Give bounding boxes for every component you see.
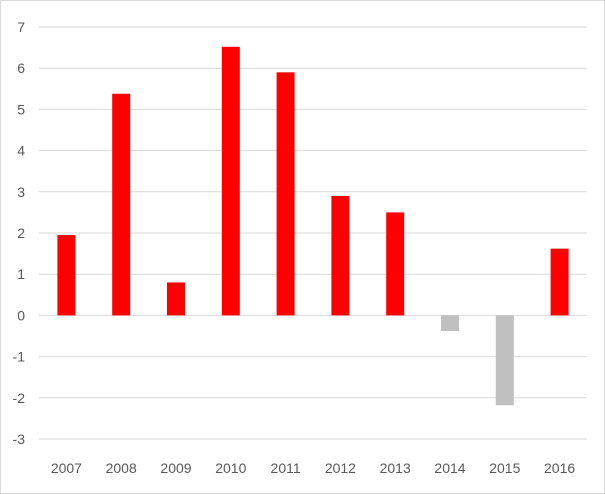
bar-2008 xyxy=(112,93,131,316)
y-tick-label: 5 xyxy=(17,101,25,117)
bar-2015 xyxy=(495,315,514,406)
x-tick-label: 2012 xyxy=(325,460,356,476)
x-axis-tick-labels: 2007 2008 2009 2010 2011 2012 2013 2014 2015 2016 xyxy=(51,460,576,476)
y-axis-tick-labels: -3 -2 -1 0 1 2 3 4 5 6 7 xyxy=(13,19,26,447)
x-tick-label: 2016 xyxy=(544,460,575,476)
x-tick-label: 2009 xyxy=(160,460,191,476)
y-tick-label: 6 xyxy=(17,60,25,76)
x-tick-label: 2014 xyxy=(434,460,465,476)
y-tick-label: 2 xyxy=(17,225,25,241)
x-tick-label: 2010 xyxy=(215,460,246,476)
y-tick-label: -1 xyxy=(13,349,26,365)
bars xyxy=(57,46,569,406)
y-tick-label: 7 xyxy=(17,19,25,35)
y-tick-label: -3 xyxy=(13,431,26,447)
y-tick-label: -2 xyxy=(13,390,26,406)
x-tick-label: 2013 xyxy=(380,460,411,476)
bar-2014 xyxy=(441,315,459,332)
y-tick-label: 4 xyxy=(17,143,25,159)
bar-2011 xyxy=(276,72,295,316)
bar-2010 xyxy=(221,46,240,316)
bar-2007 xyxy=(57,235,76,316)
y-tick-label: 1 xyxy=(17,266,25,282)
bar-2013 xyxy=(386,212,405,316)
bar-2016 xyxy=(550,248,569,316)
x-tick-label: 2007 xyxy=(51,460,82,476)
bar-2012 xyxy=(331,195,350,316)
bar-2009 xyxy=(167,282,185,316)
x-tick-label: 2015 xyxy=(489,460,520,476)
y-tick-label: 3 xyxy=(17,184,25,200)
gridlines xyxy=(39,26,587,440)
y-tick-label: 0 xyxy=(17,307,25,323)
x-tick-label: 2008 xyxy=(106,460,137,476)
x-tick-label: 2011 xyxy=(271,460,301,476)
